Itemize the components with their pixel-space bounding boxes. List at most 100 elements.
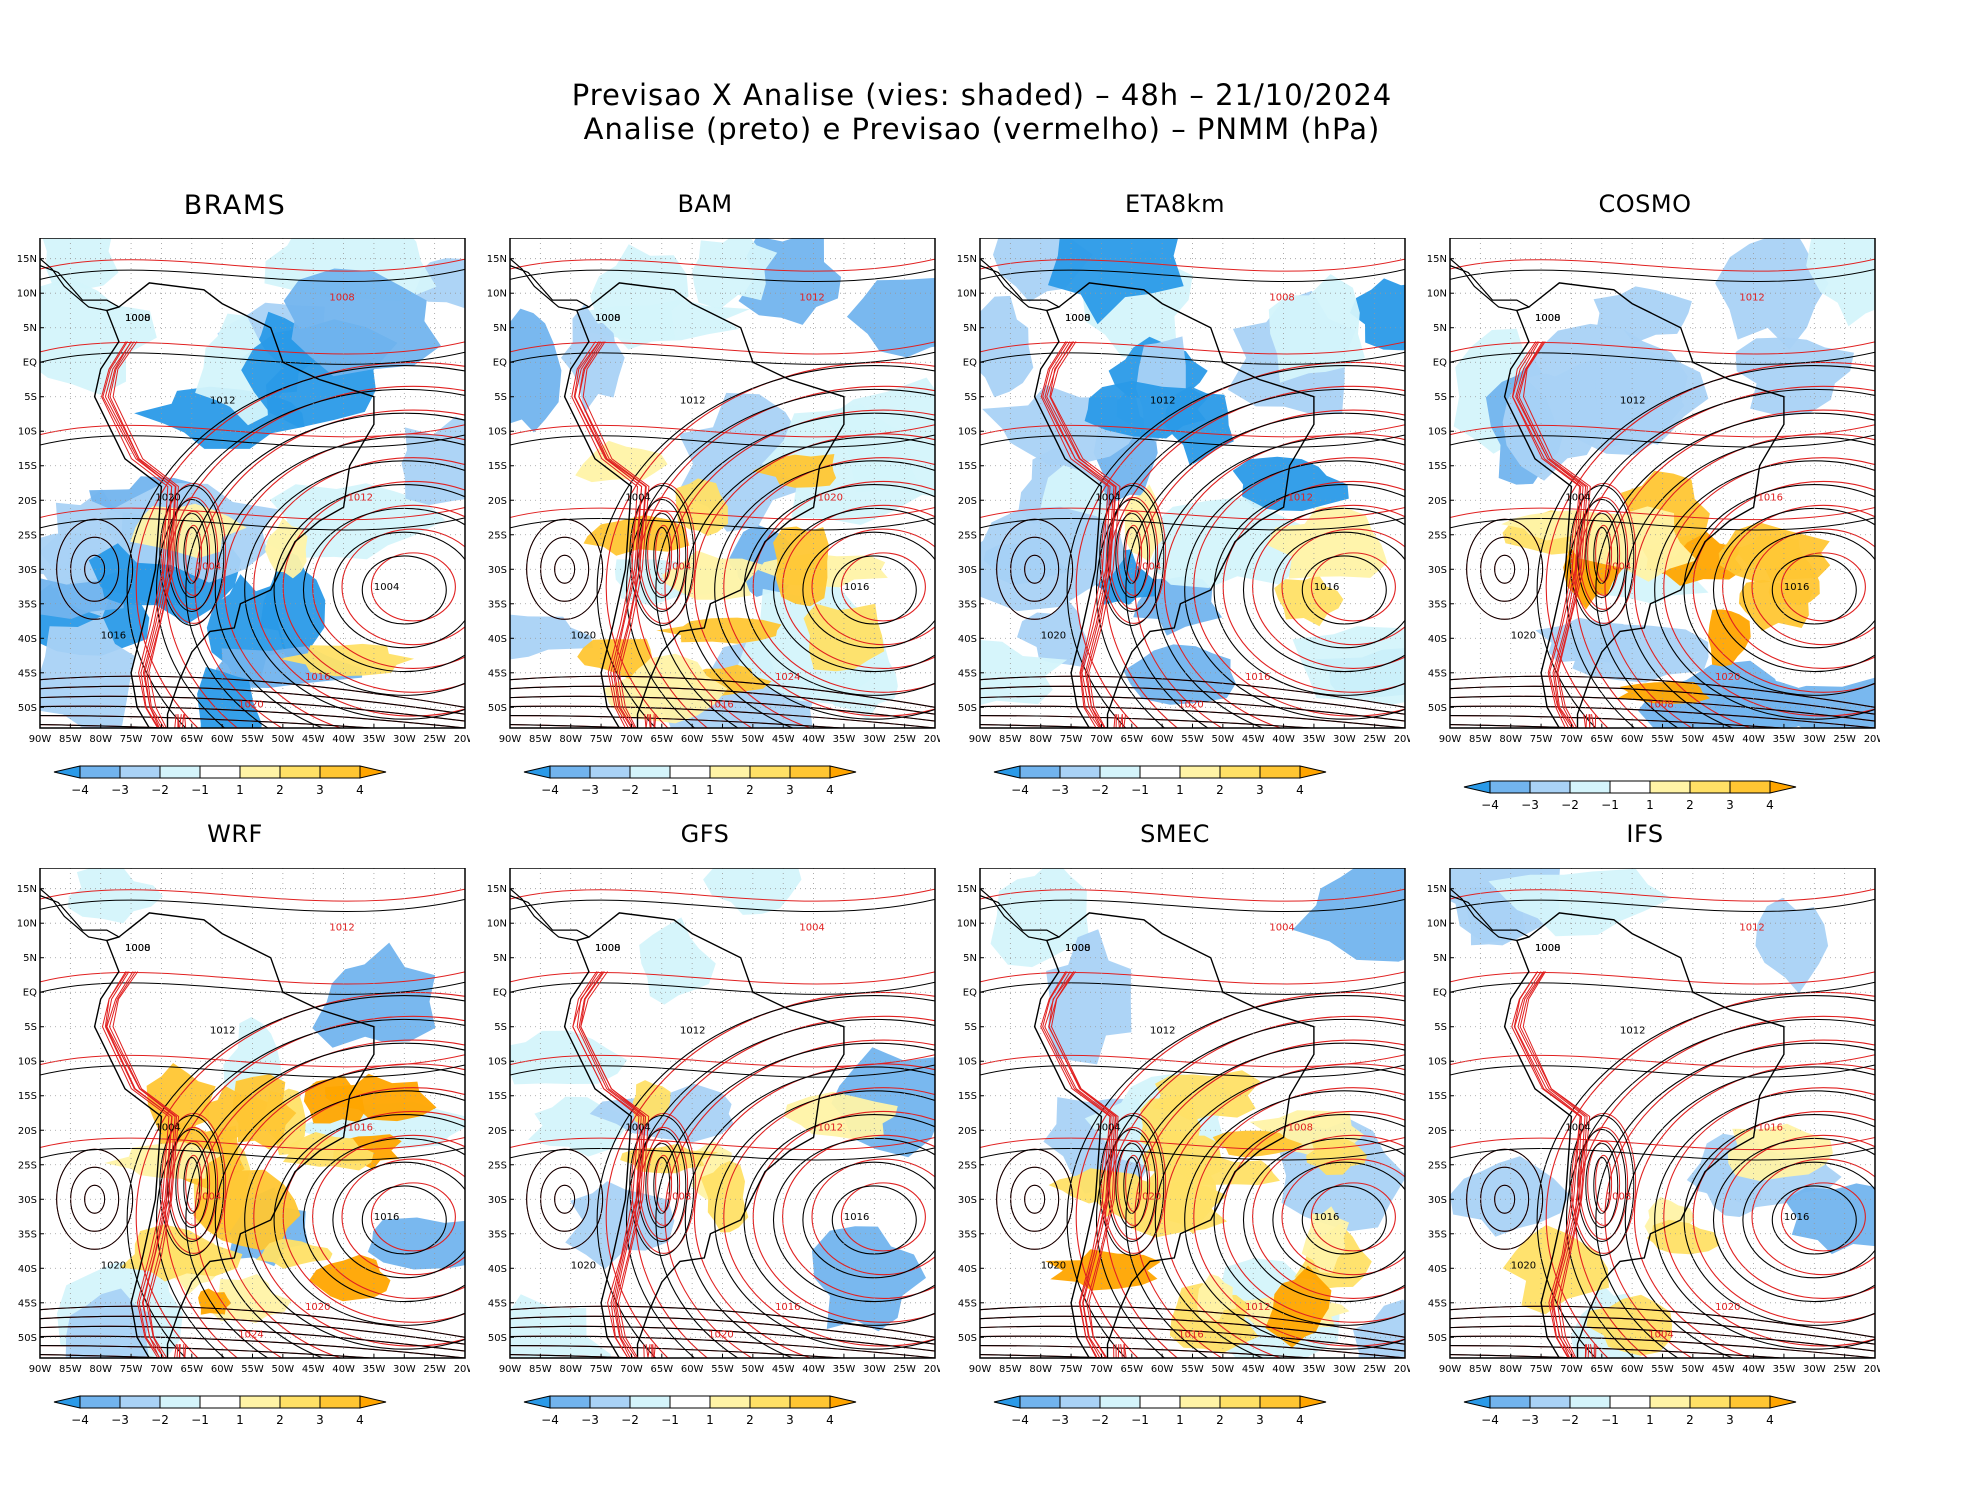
colorbar-segment [749,765,791,779]
colorbar-tick-label: 1 [1646,1413,1654,1427]
figure-title-line1: Previsao X Analise (vies: shaded) – 48h … [571,78,1393,112]
isobar-contour [510,424,935,438]
isobar-contour [980,695,1405,722]
colorbar: −4 −3 −2 −1 1 2 3 4 [53,765,387,797]
andes-contour [571,341,647,728]
longitude-tick-label: 90W [1439,1364,1462,1375]
latitude-tick-label: 15N [17,884,37,895]
longitude-tick-label: 40W [332,1364,355,1375]
isobar-contour [802,531,935,649]
isobar-label-forecast: 1016 [305,672,330,683]
isobar-contour [1117,510,1151,596]
bias-shading-area [264,483,446,560]
colorbar-tick-label: 3 [1726,1413,1734,1427]
longitude-tick-label: 65W [1120,734,1143,745]
colorbar-segment [629,765,671,779]
isobar-contour [40,1325,465,1352]
longitude-tick-label: 20W [1394,1364,1410,1375]
latitude-tick-label: 20S [958,496,977,507]
isobar-contour [1566,1018,1875,1358]
longitude-tick-label: 30W [1803,1364,1826,1375]
isobar-label-forecast: 1004 [799,922,824,933]
latitude-tick-label: 5N [1433,953,1447,964]
longitude-tick-label: 20W [924,734,940,745]
longitude-tick-label: 25W [893,734,916,745]
bias-shading-area [255,1238,333,1269]
longitude-tick-label: 45W [302,1364,325,1375]
isobar-contour [510,715,850,728]
isobar-label-forecast: 1016 [1245,672,1270,683]
andes-contour [106,971,181,1358]
latitude-tick-label: 5S [964,1022,977,1033]
andes-contour [112,341,187,728]
latitude-tick-label: 5N [963,323,977,334]
isobar-contour [1494,554,1516,584]
latitude-tick-label: 25S [18,1160,37,1171]
coastline-central-america [980,888,1061,942]
longitude-tick-label: 85W [529,1364,552,1375]
isobar-label-forecast: 1008 [1606,1191,1631,1202]
isobar-label-forecast: 1012 [1245,1302,1270,1313]
longitude-tick-label: 45W [1712,734,1735,745]
isobar-contour [510,351,935,365]
longitude-tick-label: 20W [454,734,470,745]
isobar-contour [1075,361,1405,728]
colorbar-arrow-right [1769,1395,1797,1409]
isobar-contour [1450,1137,1875,1151]
isobar-contour [1125,1154,1143,1212]
longitude-tick-label: 90W [1439,734,1462,745]
isobar-label-forecast: 1004 [196,561,221,572]
isobar-label-analysis: 1000 [125,313,150,324]
longitude-tick-label: 50W [272,1364,295,1375]
longitude-tick-label: 70W [1560,734,1583,745]
isobar-contour [1096,388,1405,728]
latitude-tick-label: 40S [1428,1264,1447,1275]
isobar-contour [1184,1090,1405,1350]
isobar-contour [510,971,935,985]
bias-shading-area [773,526,829,607]
isobar-contour [629,484,695,626]
colorbar-tick-label: −3 [1051,783,1069,797]
isobar-label-analysis: 1016 [844,582,869,593]
isobar-contour [40,1345,380,1358]
isobar-contour [626,388,935,728]
isobar-contour [980,434,1405,448]
longitude-tick-label: 25W [1363,1364,1386,1375]
isobar-contour [40,1305,465,1338]
isobar-contour [1633,433,1875,728]
latitude-tick-label: 5S [494,1022,507,1033]
isobar-contour [637,498,687,612]
longitude-tick-label: 35W [1303,734,1326,745]
longitude-tick-label: 70W [620,1364,643,1375]
isobar-contour [1566,388,1875,728]
isobar-label-analysis: 1008 [1535,943,1560,954]
colorbar-tick-label: 3 [1726,798,1734,812]
isobar-contour [510,675,935,708]
colorbar-segment [79,1395,121,1409]
colorbar-tick-label: 4 [826,783,834,797]
panel-title: BRAMS [183,190,287,221]
latitude-tick-label: 25S [1428,1160,1447,1171]
isobar-contour [980,1064,1405,1078]
andes-contour [582,341,657,728]
isobar-contour [1450,1353,1594,1358]
colorbar-segment [1099,1395,1141,1409]
colorbar-arrow-right [1769,780,1797,794]
isobar-label-forecast: 1020 [1715,1302,1740,1313]
colorbar-tick-label: 2 [1216,783,1224,797]
longitude-tick-label: 40W [1272,734,1295,745]
isobar-contour [1450,1325,1875,1352]
isobar-contour [980,341,1405,355]
isobar-contour [40,898,465,913]
colorbar-segment [749,1395,791,1409]
latitude-tick-label: 45S [488,1298,507,1309]
panel-title: COSMO [1598,190,1692,218]
andes-contour [1044,971,1120,1358]
isobar-contour [1722,504,1875,669]
isobar-contour [40,695,465,722]
latitude-tick-label: 15S [958,1091,977,1102]
andes-contour [1511,341,1587,728]
map-plot: 1008 1012 1016 1020 1004 1000 1004 1008 1012 1016… [957,868,1410,1375]
andes-contour [1522,341,1597,728]
isobar-label-forecast: 1004 [1269,922,1294,933]
